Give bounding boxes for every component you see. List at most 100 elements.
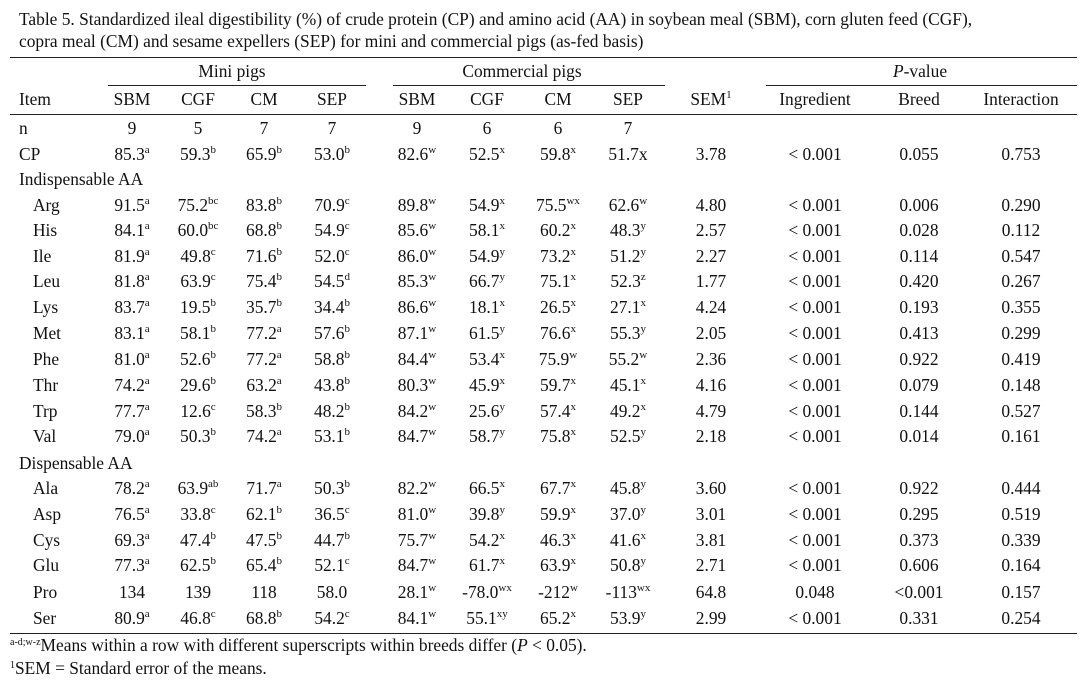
cell-superscript: x (499, 195, 505, 207)
cell-asp-p-ingredient: < 0.001 (788, 503, 841, 525)
cell-lys-p-ingredient: < 0.001 (788, 296, 841, 318)
cell-value: 87.1 (397, 323, 429, 343)
cell-superscript: w (428, 504, 437, 516)
cell-value: 77.3 (114, 555, 145, 575)
cell-value: 0.527 (1001, 401, 1041, 421)
header-comm-cgf: CGF (470, 88, 504, 110)
cell-superscript: wx (636, 582, 651, 594)
cell-superscript: w (428, 297, 437, 309)
cell-value: 6 (482, 118, 492, 138)
cell-leu-comm-cm: 75.1x (540, 270, 576, 292)
cell-met-mini-cgf: 58.1b (180, 322, 216, 344)
cell-trp-sem: 4.79 (696, 400, 726, 422)
cell-glu-sem: 2.71 (696, 554, 726, 576)
cell-pro-mini-cm: 118 (251, 581, 276, 603)
cell-value: 84.1 (114, 220, 145, 240)
cell-value: 0.299 (1001, 323, 1041, 343)
cell-superscript: x (499, 555, 505, 567)
cell-value: 84.1 (397, 608, 429, 628)
header-p-ingredient-text: Ingredient (779, 89, 851, 109)
cell-superscript: b (276, 608, 282, 620)
cell-value: 0.161 (1001, 426, 1041, 446)
cell-leu-mini-cm: 75.4b (246, 270, 282, 292)
cell-superscript: c (210, 246, 216, 258)
cell-value: 0.753 (1001, 144, 1041, 164)
group-commercial-pigs: Commercial pigs (462, 61, 582, 81)
cell-value: 25.6 (469, 401, 500, 421)
cell-cys-comm-sbm: 75.7w (398, 529, 436, 551)
cell-superscript: a (144, 426, 150, 438)
cell-value: 45.8 (610, 478, 641, 498)
cell-ile-p-breed: 0.114 (900, 245, 938, 267)
footnote-sem-mark: 1 (10, 660, 15, 671)
cell-value: 0.157 (1001, 582, 1041, 602)
cell-phe-comm-cgf: 53.4x (469, 348, 505, 370)
cell-value: 61.5 (469, 323, 500, 343)
cell-superscript: a (144, 220, 150, 232)
cell-value: < 0.001 (788, 349, 842, 369)
cell-pro-mini-sep: 58.0 (317, 581, 347, 603)
cell-met-mini-sep: 57.6b (314, 322, 350, 344)
cell-superscript: y (640, 246, 646, 258)
cell-value: < 0.001 (788, 426, 842, 446)
cell-value: 84.7 (397, 426, 429, 446)
cell-value: 50.3 (180, 426, 211, 446)
cell-superscript: a (144, 530, 150, 542)
cell-superscript: b (276, 530, 282, 542)
cell-superscript: x (570, 478, 576, 490)
cell-cys-mini-cgf: 47.4b (180, 529, 216, 551)
cell-value: < 0.001 (788, 271, 842, 291)
cell-cys-p-breed: 0.373 (899, 529, 938, 551)
cell-superscript: c (344, 555, 350, 567)
cell-value: 4.80 (695, 195, 727, 215)
cell-value: 80.3 (397, 375, 429, 395)
cell-value: 63.9 (540, 555, 571, 575)
cell-ser-mini-sep: 54.2c (314, 607, 349, 629)
cell-cp-mini-sep: 53.0b (314, 143, 350, 165)
cell-value: 7 (327, 118, 337, 138)
cell-superscript: w (428, 530, 437, 542)
cell-met-mini-cm: 77.2a (246, 322, 281, 344)
cell-value: 3.81 (695, 530, 727, 550)
cell-superscript: x (499, 375, 505, 387)
cell-leu-comm-sep: 52.3z (610, 270, 645, 292)
cell-trp-p-interaction: 0.527 (1001, 400, 1040, 422)
cell-superscript: y (640, 426, 646, 438)
cell-value: < 0.001 (788, 608, 842, 628)
cell-cys-mini-sep: 44.7b (314, 529, 350, 551)
cell-value: 89.8 (397, 195, 429, 215)
cell-cys-mini-sbm: 69.3a (114, 529, 149, 551)
cell-value: 78.2 (114, 478, 145, 498)
cell-value: 84.2 (397, 401, 429, 421)
cell-arg-mini-cm: 83.8b (246, 194, 282, 216)
cell-ala-mini-sep: 50.3b (314, 477, 350, 499)
cell-ile-p-ingredient: < 0.001 (788, 245, 841, 267)
cell-phe-mini-cm: 77.2a (246, 348, 281, 370)
cell-superscript: b (276, 401, 282, 413)
cell-superscript: x (640, 530, 646, 542)
cell-glu-mini-cgf: 62.5b (180, 554, 216, 576)
cell-value: 80.9 (114, 608, 145, 628)
cell-value: 54.9 (469, 195, 500, 215)
cell-met-comm-cm: 76.6x (540, 322, 576, 344)
cell-value: 52.5 (469, 144, 500, 164)
cell-superscript: a (276, 426, 282, 438)
cell-value: 58.1 (180, 323, 211, 343)
cell-his-mini-sep: 54.9c (314, 219, 349, 241)
cell-value: 77.2 (246, 349, 277, 369)
cell-value: 70.9 (314, 195, 345, 215)
cell-superscript: a (144, 297, 150, 309)
cell-thr-comm-cgf: 45.9x (469, 374, 505, 396)
cell-value: 49.2 (610, 401, 641, 421)
cell-value: 57.4 (540, 401, 571, 421)
cell-superscript: b (210, 426, 216, 438)
row-label-ala: Ala (33, 478, 59, 498)
cell-met-comm-sep: 55.3y (610, 322, 646, 344)
header-p-interaction: Interaction (983, 88, 1058, 110)
cell-value: 0.413 (899, 323, 939, 343)
mini-pigs-rule (108, 85, 366, 86)
cell-superscript: a (144, 144, 150, 156)
cell-val-comm-cgf: 58.7y (469, 425, 505, 447)
row-label-cys: Cys (33, 530, 61, 550)
cell-met-comm-cgf: 61.5y (469, 322, 505, 344)
